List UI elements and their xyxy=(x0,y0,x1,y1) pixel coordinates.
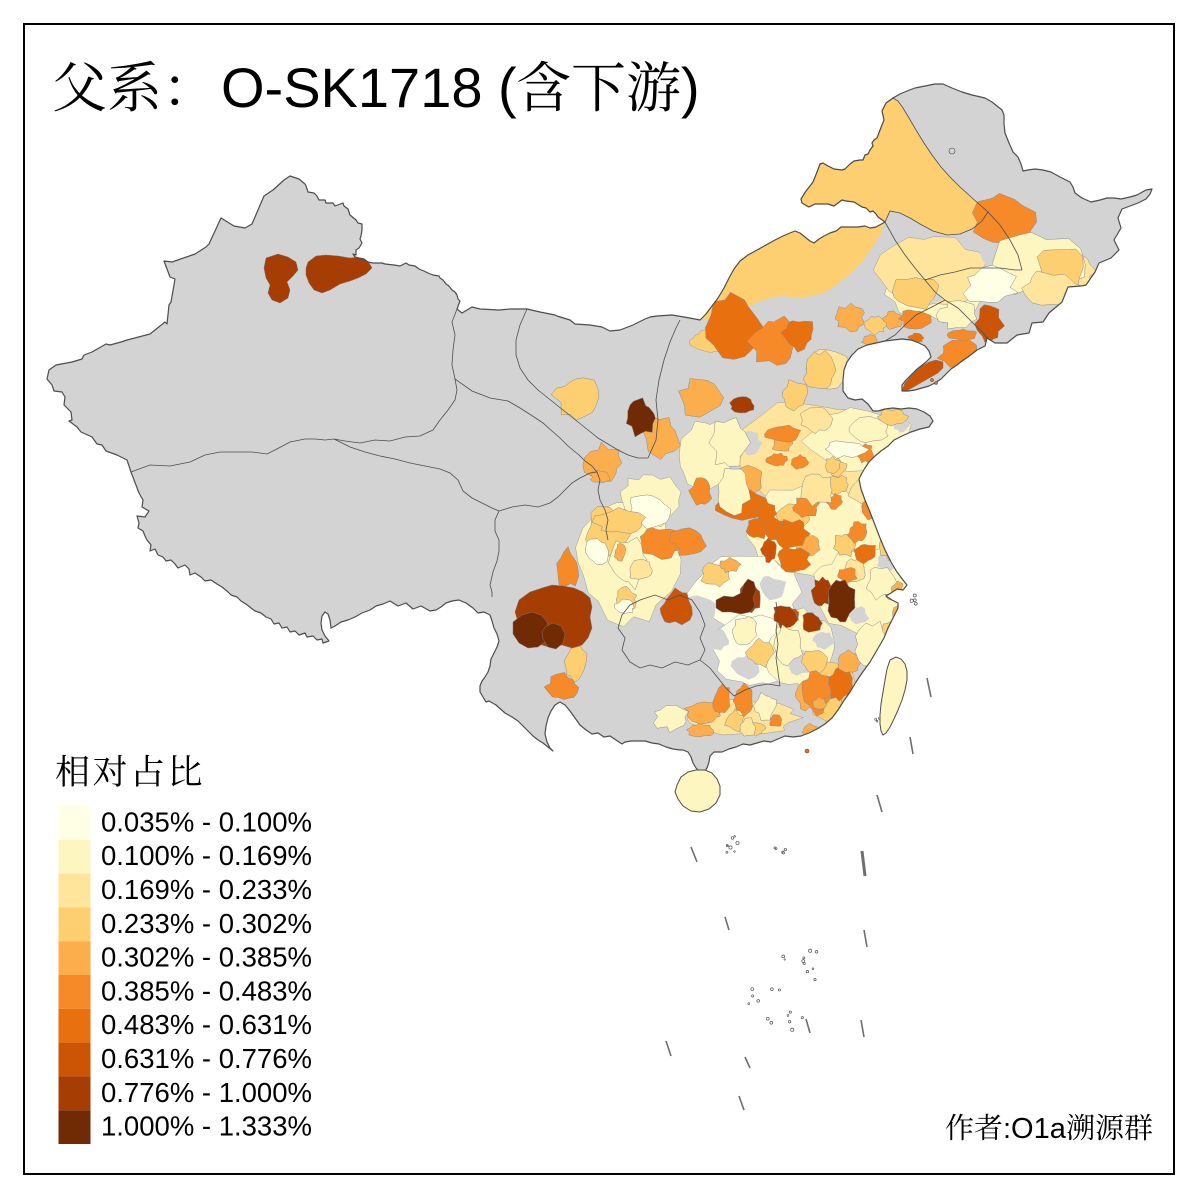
svg-text:0.385% - 0.483%: 0.385% - 0.483% xyxy=(101,975,312,1006)
svg-text:0.302% - 0.385%: 0.302% - 0.385% xyxy=(101,942,312,973)
svg-text::O1a: :O1a xyxy=(1003,1113,1067,1145)
svg-text:0.100% - 0.169%: 0.100% - 0.169% xyxy=(101,840,312,871)
svg-text:O-SK1718 (: O-SK1718 ( xyxy=(221,56,517,119)
svg-text:0.776% - 1.000%: 0.776% - 1.000% xyxy=(101,1077,312,1108)
svg-text:0.631% - 0.776%: 0.631% - 0.776% xyxy=(101,1043,312,1074)
svg-text:0.169% - 0.233%: 0.169% - 0.233% xyxy=(101,874,312,905)
svg-text:0.483% - 0.631%: 0.483% - 0.631% xyxy=(101,1009,312,1040)
svg-text:1.000% - 1.333%: 1.000% - 1.333% xyxy=(101,1111,312,1142)
svg-text:0.035% - 0.100%: 0.035% - 0.100% xyxy=(101,806,312,837)
svg-text:0.233% - 0.302%: 0.233% - 0.302% xyxy=(101,908,312,939)
svg-text:): ) xyxy=(681,56,700,119)
